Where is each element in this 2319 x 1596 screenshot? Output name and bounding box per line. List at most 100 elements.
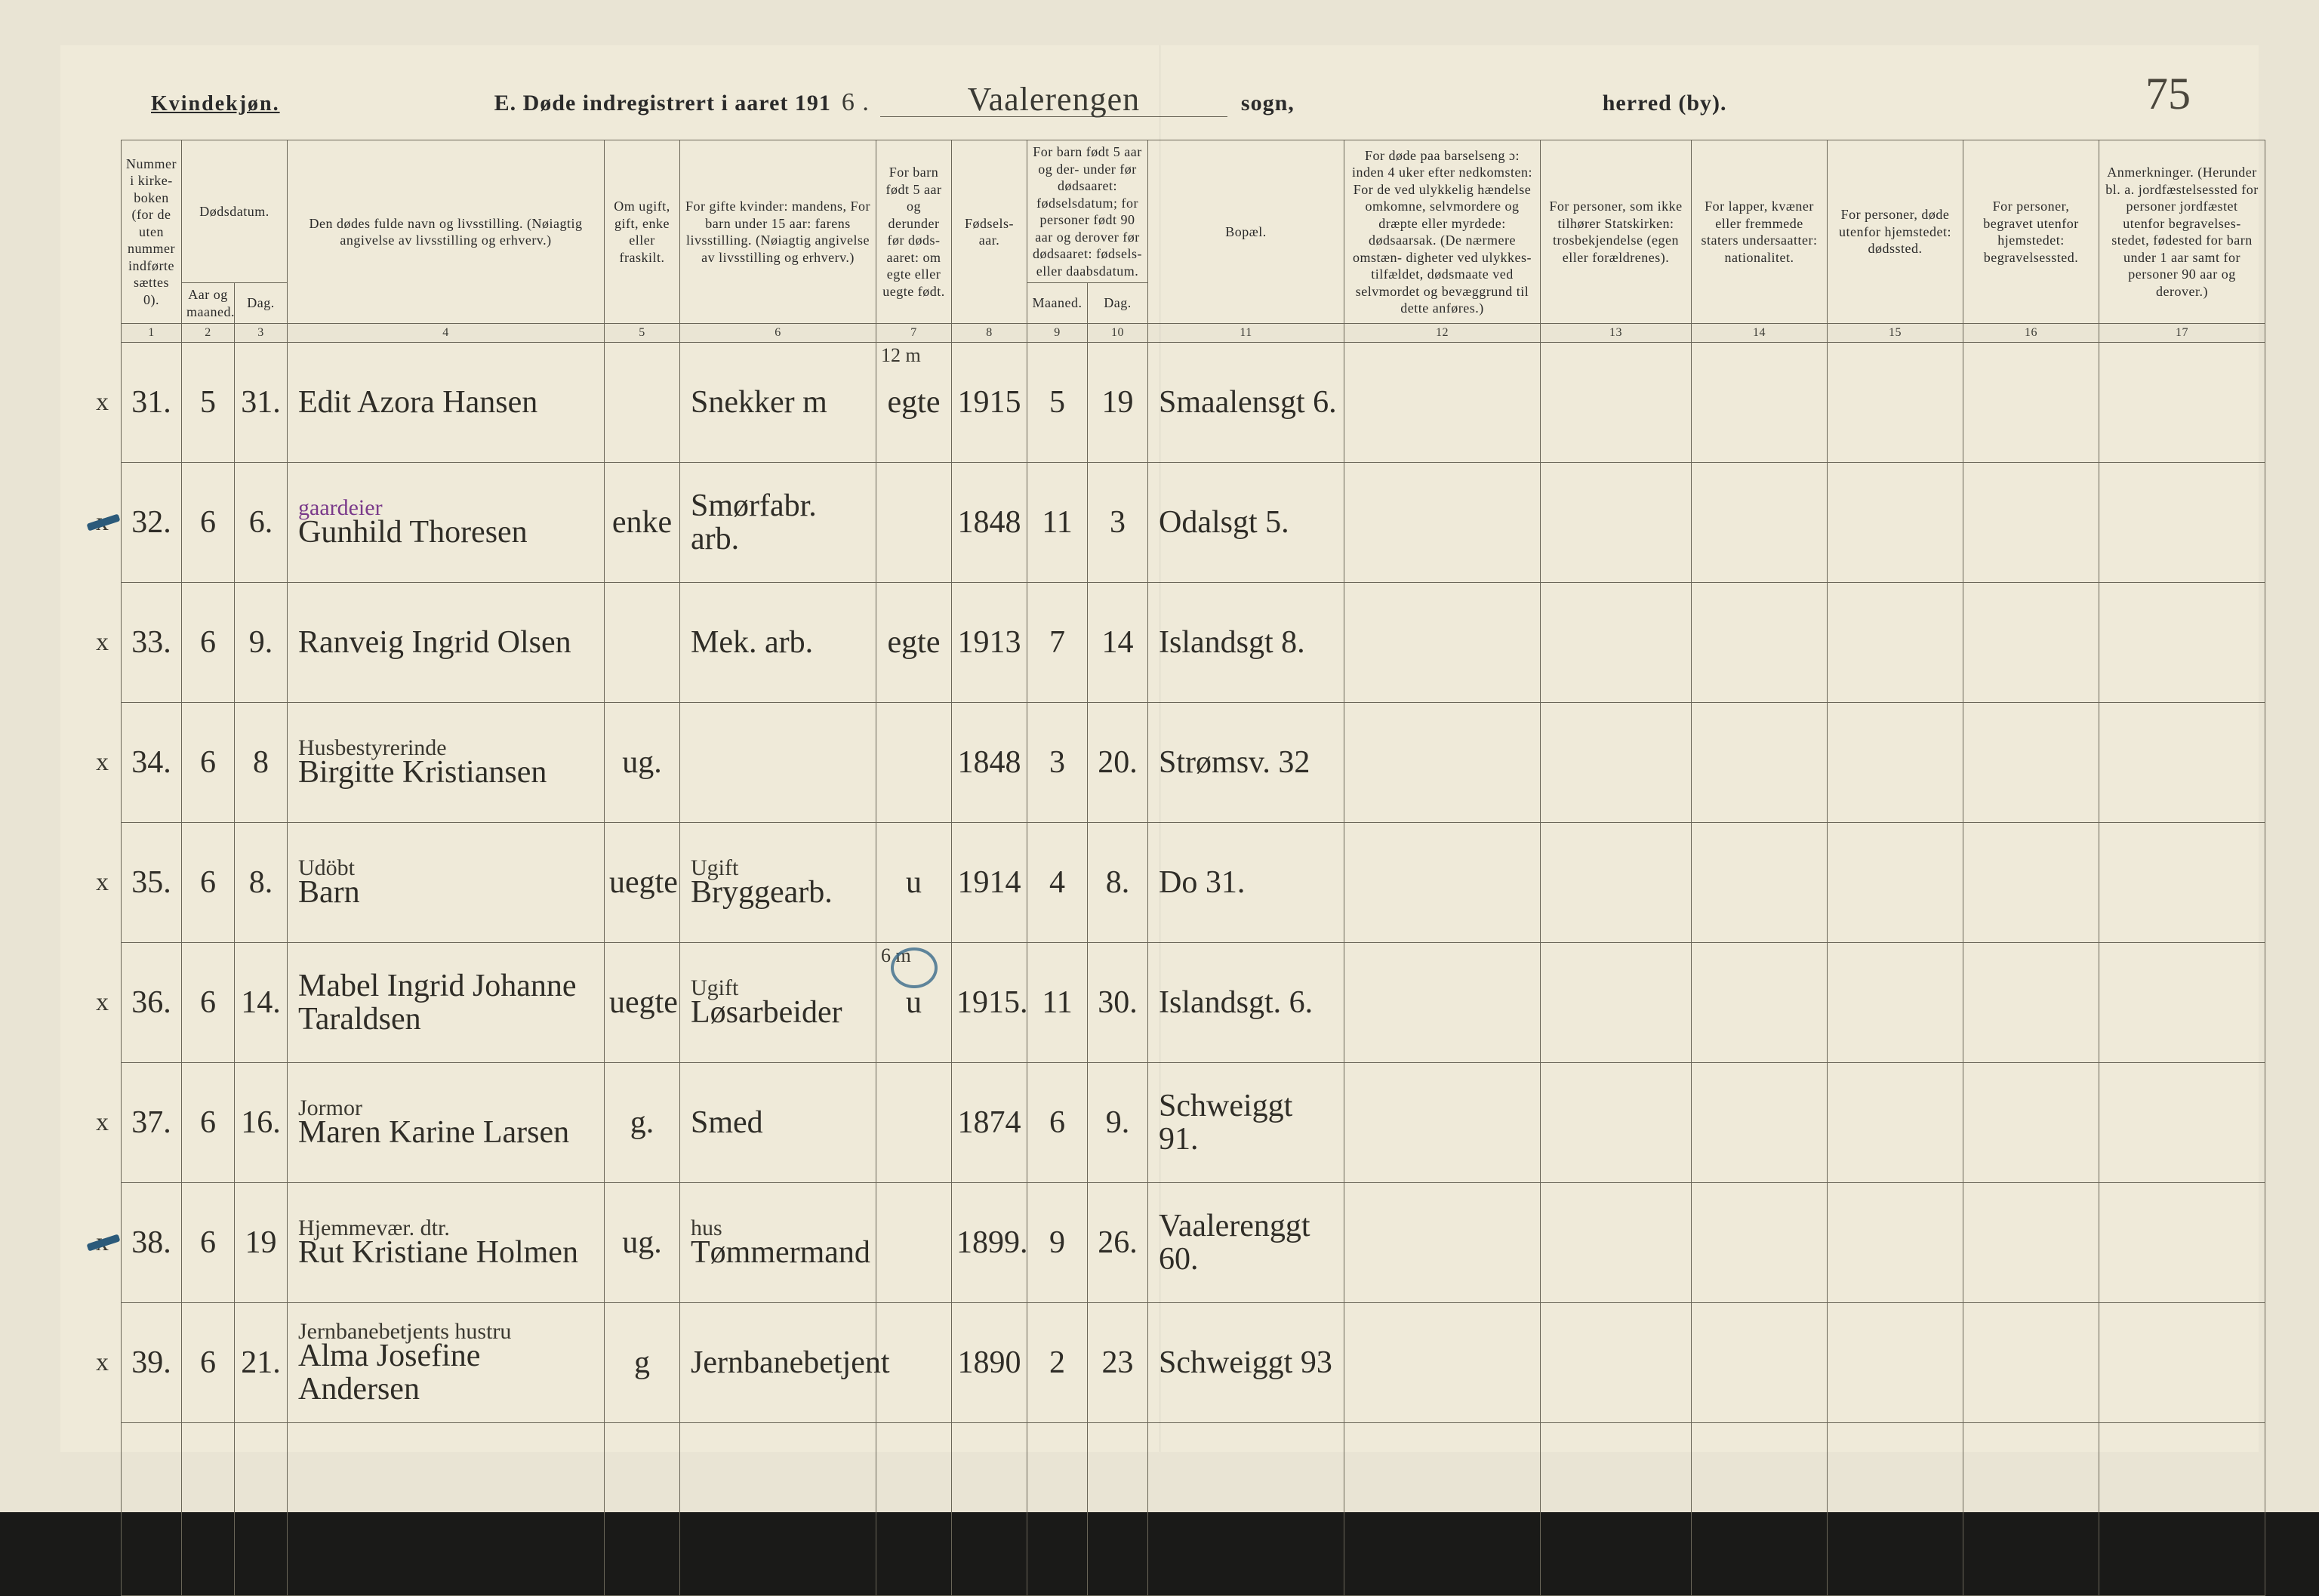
- cell: uegte: [605, 943, 680, 1063]
- colnum-11: 11: [1148, 324, 1344, 343]
- year-handwritten: 6 .: [837, 88, 874, 117]
- cell: 9: [1027, 1183, 1088, 1303]
- cell: 6: [182, 583, 235, 703]
- col-14-header: For lapper, kvæner eller fremmede stater…: [1692, 140, 1828, 324]
- cell: [1541, 703, 1692, 823]
- col-9a-header: Maaned.: [1027, 283, 1088, 324]
- table-row: 33.x69.Ranveig Ingrid OlsenMek. arb.egte…: [122, 583, 2265, 703]
- margin-mark: x: [96, 1348, 109, 1377]
- cell: [1963, 463, 2099, 583]
- cell: ug.: [605, 703, 680, 823]
- cell: 9.: [1088, 1063, 1148, 1183]
- cell: [1344, 943, 1541, 1063]
- cell: [1344, 463, 1541, 583]
- cell: [1828, 583, 1963, 703]
- table-row: 31.x531.Edit Azora HansenSnekker megte12…: [122, 343, 2265, 463]
- cell: [1692, 703, 1828, 823]
- cell: [1963, 1063, 2099, 1183]
- table-row: 38.x619Hjemmevær. dtr.Rut Kristiane Holm…: [122, 1183, 2265, 1303]
- cell: 33.x: [122, 583, 182, 703]
- cell: 7: [1027, 583, 1088, 703]
- cell: Islandsgt 8.: [1148, 583, 1344, 703]
- colnum-9: 9: [1027, 324, 1088, 343]
- cell: [876, 1183, 952, 1303]
- cell: [1692, 1183, 1828, 1303]
- cell: [1692, 943, 1828, 1063]
- cell-name: HusbestyrerindeBirgitte Kristiansen: [288, 703, 605, 823]
- cell: egte12 m: [876, 343, 952, 463]
- cell: [1692, 823, 1828, 943]
- cell: [1828, 823, 1963, 943]
- cell: g: [605, 1303, 680, 1423]
- col-5-header: Om ugift, gift, enke eller fraskilt.: [605, 140, 680, 324]
- cell: [1692, 583, 1828, 703]
- cell: Strømsv. 32: [1148, 703, 1344, 823]
- cell: 14: [1088, 583, 1148, 703]
- cell: 6.: [235, 463, 288, 583]
- cell: [1344, 1183, 1541, 1303]
- cell: Schweiggt 93: [1148, 1303, 1344, 1423]
- cell: Smaalensgt 6.: [1148, 343, 1344, 463]
- margin-mark: x: [96, 628, 109, 657]
- cell: 38.x: [122, 1183, 182, 1303]
- cell: 8.: [235, 823, 288, 943]
- table-row: 32.x66.gaardeierGunhild ThoresenenkeSmør…: [122, 463, 2265, 583]
- table-row: 36.x614.Mabel Ingrid Johanne Taraldsenue…: [122, 943, 2265, 1063]
- cell: [2099, 583, 2265, 703]
- cell-name: UdöbtBarn: [288, 823, 605, 943]
- col-7-header: For barn født 5 aar og derunder før døds…: [876, 140, 952, 324]
- cell: [876, 703, 952, 823]
- cell: Smed: [680, 1063, 876, 1183]
- cell: [1541, 583, 1692, 703]
- cell: [1963, 1303, 2099, 1423]
- cell: 36.x: [122, 943, 182, 1063]
- cell: 1874: [952, 1063, 1027, 1183]
- cell: [1692, 1303, 1828, 1423]
- col-17-header: Anmerkninger. (Herunder bl. a. jordfæste…: [2099, 140, 2265, 324]
- cell: [1541, 1303, 1692, 1423]
- blank-area: [122, 1423, 2265, 1596]
- cell: uegte: [605, 823, 680, 943]
- cell: enke: [605, 463, 680, 583]
- col-4-header: Den dødes fulde navn og livsstilling. (N…: [288, 140, 605, 324]
- cell: 1890: [952, 1303, 1027, 1423]
- cell: 1848: [952, 703, 1027, 823]
- cell: Islandsgt. 6.: [1148, 943, 1344, 1063]
- colnum-3: 3: [235, 324, 288, 343]
- cell: 3: [1088, 463, 1148, 583]
- table-row: 34.x68HusbestyrerindeBirgitte Kristianse…: [122, 703, 2265, 823]
- cell: 6: [182, 823, 235, 943]
- cell: [1828, 703, 1963, 823]
- cell: 20.: [1088, 703, 1148, 823]
- cell: 19: [1088, 343, 1148, 463]
- col-2-header: Dødsdatum.: [182, 140, 288, 283]
- cell: [1963, 583, 2099, 703]
- colnum-13: 13: [1541, 324, 1692, 343]
- cell: egte: [876, 583, 952, 703]
- margin-mark: x: [96, 388, 109, 417]
- cell-name: Mabel Ingrid Johanne Taraldsen: [288, 943, 605, 1063]
- cell: [605, 583, 680, 703]
- cell-name: Ranveig Ingrid Olsen: [288, 583, 605, 703]
- margin-mark: x: [96, 1108, 109, 1137]
- cell: 30.: [1088, 943, 1148, 1063]
- cell: 6: [182, 463, 235, 583]
- cell-name: gaardeierGunhild Thoresen: [288, 463, 605, 583]
- cell: [2099, 703, 2265, 823]
- cell: UgiftBryggearb.: [680, 823, 876, 943]
- cell: [1541, 823, 1692, 943]
- col-15-header: For personer, døde utenfor hjemstedet: d…: [1828, 140, 1963, 324]
- colnum-5: 5: [605, 324, 680, 343]
- parish-handwritten: Vaalerengen: [880, 83, 1227, 117]
- cell-name: Jernbanebetjents hustruAlma Josefine And…: [288, 1303, 605, 1423]
- cell: 35.x: [122, 823, 182, 943]
- colnum-10: 10: [1088, 324, 1148, 343]
- cell: 14.: [235, 943, 288, 1063]
- cell: 1915: [952, 343, 1027, 463]
- cell: [1828, 1063, 1963, 1183]
- cell: [1963, 703, 2099, 823]
- cell: 31.x: [122, 343, 182, 463]
- cell: g.: [605, 1063, 680, 1183]
- margin-mark: x: [96, 868, 109, 897]
- colnum-15: 15: [1828, 324, 1963, 343]
